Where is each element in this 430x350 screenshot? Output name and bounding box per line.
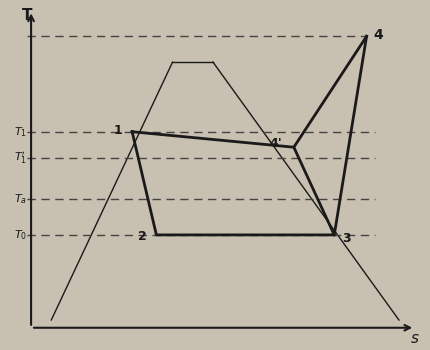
Text: 3: 3 xyxy=(342,232,351,245)
Text: s: s xyxy=(411,330,419,345)
Text: $T_0$: $T_0$ xyxy=(14,228,27,242)
Text: 2: 2 xyxy=(138,230,147,243)
Text: 4': 4' xyxy=(269,137,282,150)
Text: $T_a$: $T_a$ xyxy=(14,192,27,206)
Text: 1: 1 xyxy=(114,124,123,137)
Text: $T_1$: $T_1$ xyxy=(14,125,27,139)
Text: 4: 4 xyxy=(374,28,384,42)
Text: $T_1'$: $T_1'$ xyxy=(14,149,27,166)
Text: T: T xyxy=(22,8,32,23)
